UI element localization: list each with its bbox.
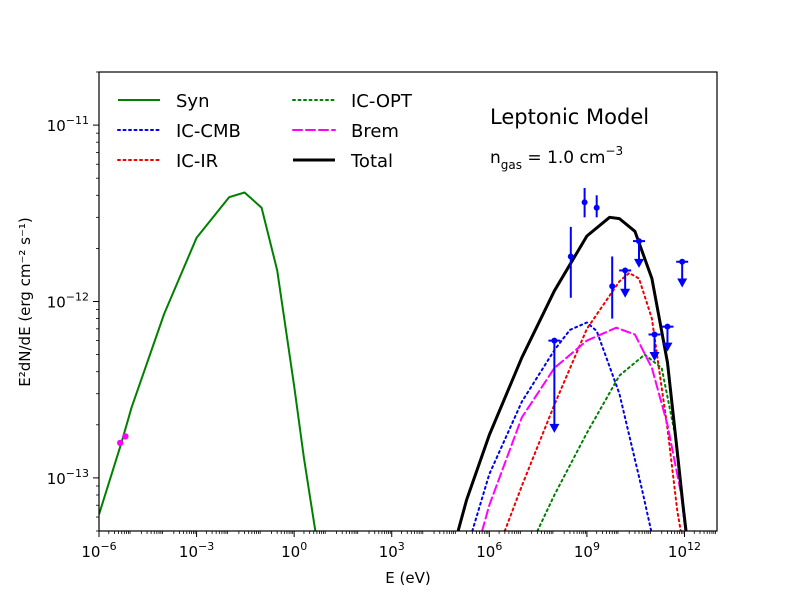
x-tick-label: 106 xyxy=(476,540,502,561)
gamma-data-point xyxy=(651,331,658,338)
legend-label-brem: Brem xyxy=(351,121,399,142)
upper-limit-arrowhead xyxy=(634,258,645,268)
upper-limit-arrowhead xyxy=(677,278,688,288)
ticks-layer: 10−6 10−3 100 103 106 109 1012 10−13 10−12 10−11 xyxy=(47,71,716,561)
upper-limit-arrowhead xyxy=(649,351,660,361)
legend-label-total: Total xyxy=(350,151,393,172)
upper-limit-arrowhead xyxy=(620,288,631,298)
y-tick-label: 10−11 xyxy=(47,114,89,135)
y-tick-label: 10−12 xyxy=(47,291,89,312)
legend-label-ic-ir: IC-IR xyxy=(176,151,218,172)
upper-limit-arrowhead xyxy=(662,342,673,352)
legend: Syn IC-CMB IC-IR IC-OPT Brem Total xyxy=(117,91,413,172)
x-tick-label: 109 xyxy=(574,540,600,561)
observations-layer xyxy=(117,187,689,447)
gamma-data-point xyxy=(551,337,558,344)
series-syn-line xyxy=(99,191,317,531)
gamma-data-point xyxy=(567,253,574,260)
x-tick-label: 10−6 xyxy=(81,540,116,561)
curves-layer xyxy=(99,191,688,531)
density-value: = 1.0 cm xyxy=(522,148,605,168)
y-axis-label: E²dN/dE (erg cm⁻² s⁻¹) xyxy=(16,217,34,386)
series-brem-line xyxy=(481,326,687,531)
model-title: Leptonic Model xyxy=(490,105,649,129)
gamma-data-point xyxy=(593,204,600,211)
legend-label-syn: Syn xyxy=(176,91,210,112)
legend-label-ic-opt: IC-OPT xyxy=(351,91,413,112)
series-total-line xyxy=(456,215,688,531)
gas-density-annotation: ngas = 1.0 cm−3 xyxy=(490,144,623,172)
legend-label-ic-cmb: IC-CMB xyxy=(176,121,241,142)
series-ic-cmb-line xyxy=(471,321,653,531)
density-prefix: n xyxy=(490,148,501,168)
x-axis-label: E (eV) xyxy=(385,569,430,587)
x-tick-label: 10−3 xyxy=(179,540,214,561)
gamma-data-point xyxy=(636,238,643,245)
radio-data-point xyxy=(122,433,129,440)
upper-limit-arrowhead xyxy=(549,423,560,433)
gamma-data-point xyxy=(664,323,671,330)
series-ic-ir-line xyxy=(503,272,682,531)
density-exponent: −3 xyxy=(605,144,623,158)
gamma-data-point xyxy=(609,283,616,290)
x-tick-label: 1012 xyxy=(668,540,701,561)
x-tick-label: 103 xyxy=(379,540,405,561)
x-tick-label: 100 xyxy=(281,540,307,561)
radio-data-point xyxy=(117,439,124,447)
y-tick-label: 10−13 xyxy=(47,467,89,488)
gamma-data-point xyxy=(581,199,588,206)
density-subscript: gas xyxy=(501,158,522,172)
gamma-data-point xyxy=(679,258,686,265)
gamma-data-point xyxy=(622,267,629,274)
